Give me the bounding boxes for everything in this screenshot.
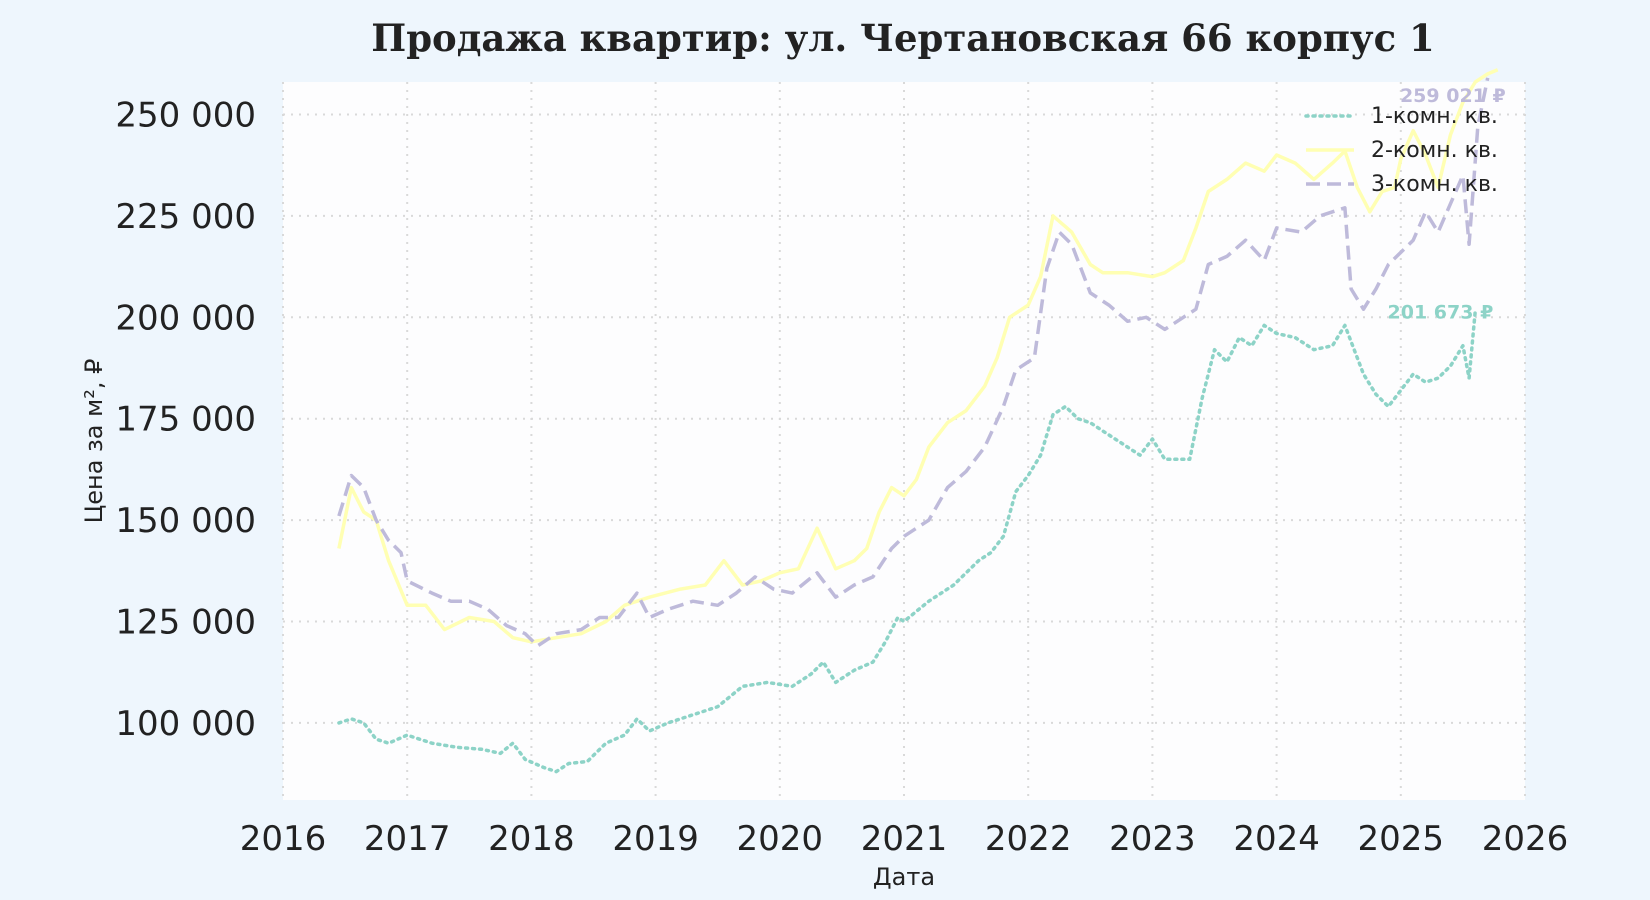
y-tick-label: 200 000 (115, 298, 256, 338)
chart-title: Продажа квартир: ул. Чертановская 66 кор… (371, 16, 1435, 60)
x-tick-label: 2020 (737, 819, 824, 859)
series-line-1 (337, 308, 1478, 774)
x-axis: 2016 2017 2018 2019 2020 2021 2022 2023 2024 2025… (240, 819, 1569, 859)
x-tick-label: 2024 (1233, 819, 1320, 859)
x-tick-label: 2025 (1358, 819, 1445, 859)
x-tick-label: 2018 (488, 819, 575, 859)
y-axis-label: Цена за м², ₽ (80, 359, 108, 524)
y-tick-label: 125 000 (115, 603, 256, 643)
legend-label-1: 1-комн. кв. (1371, 104, 1498, 129)
end-value-label: 201 673 ₽ (1388, 301, 1494, 323)
plot-area (283, 82, 1525, 800)
x-tick-label: 2022 (985, 819, 1072, 859)
end-labels: 201 673 ₽ 259 021 ₽ (1388, 85, 1506, 323)
x-tick-label: 2017 (364, 819, 451, 859)
end-value-label: 259 021 ₽ (1400, 85, 1506, 107)
series-lines (337, 68, 1499, 774)
x-tick-label: 2016 (240, 819, 327, 859)
y-tick-label: 150 000 (115, 501, 256, 541)
series-line-3 (337, 77, 1490, 648)
legend-label-2: 2-комн. кв. (1371, 138, 1498, 163)
x-tick-label: 2026 (1482, 819, 1569, 859)
y-tick-label: 225 000 (115, 197, 256, 237)
x-axis-label: Дата (873, 863, 935, 891)
y-axis: 100 000 125 000 150 000 175 000 200 000 225 0… (115, 95, 256, 743)
x-tick-label: 2023 (1109, 819, 1196, 859)
y-tick-label: 250 000 (115, 95, 256, 135)
legend-label-3: 3-комн. кв. (1371, 172, 1498, 197)
x-tick-label: 2019 (612, 819, 699, 859)
y-tick-label: 100 000 (115, 704, 256, 744)
legend: 1-комн. кв. 2-комн. кв. 3-комн. кв. (1304, 104, 1498, 197)
y-tick-label: 175 000 (115, 400, 256, 440)
x-tick-label: 2021 (861, 819, 948, 859)
